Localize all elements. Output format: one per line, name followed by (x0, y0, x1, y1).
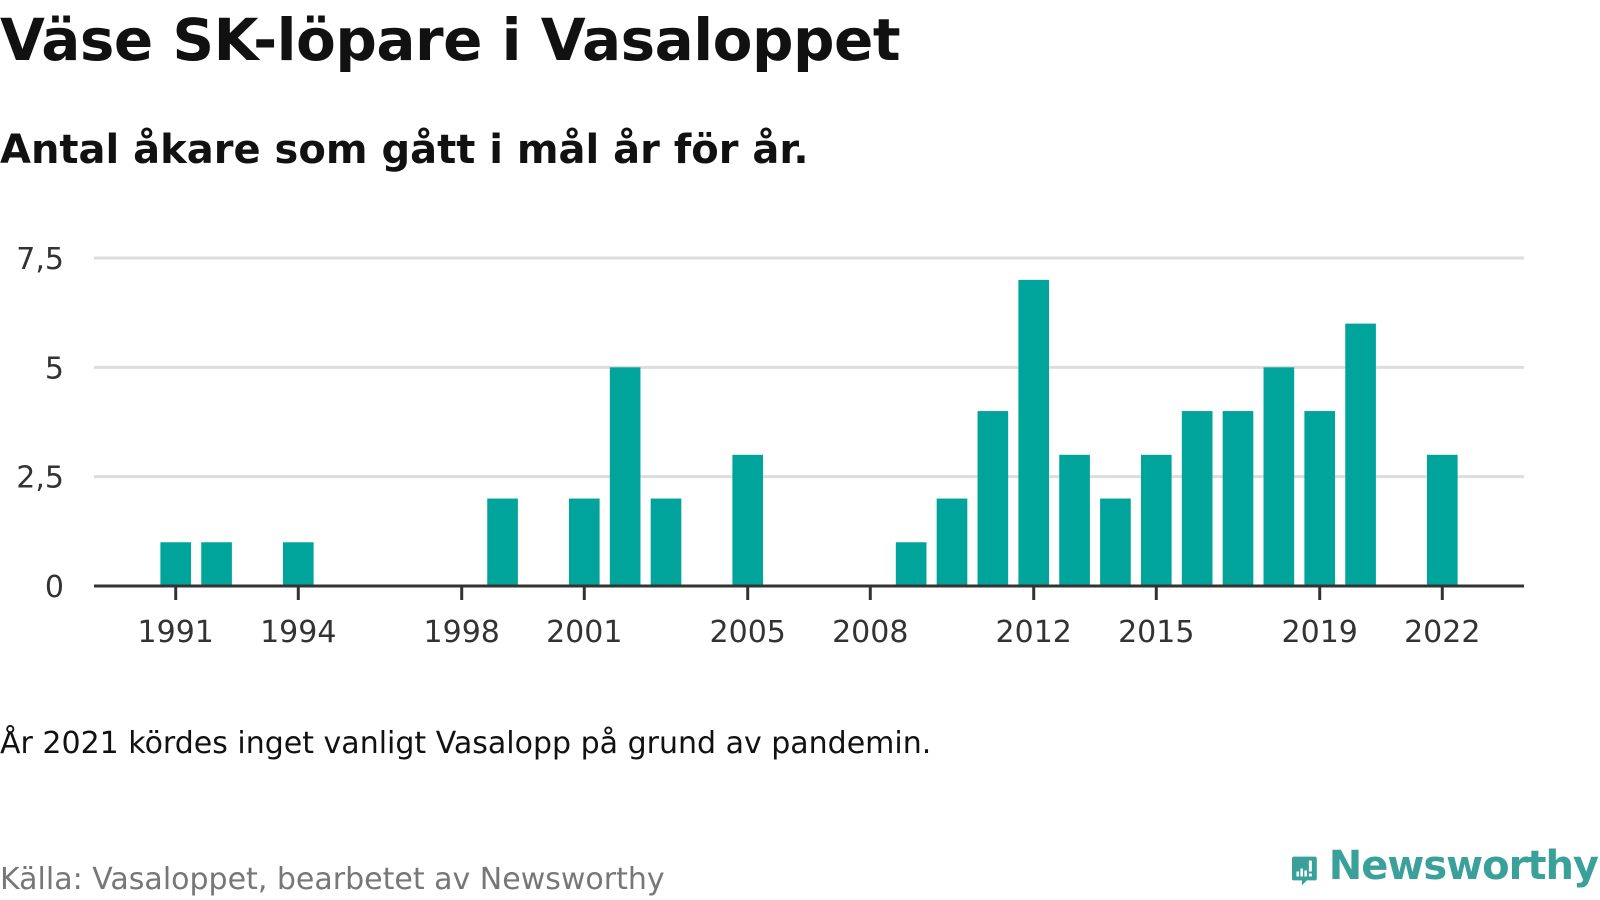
bar-chart: 0 2,5 5 7,5 1991 1994 1998 2001 2005 2008 2012 201… (16, 242, 1524, 650)
footnote: År 2021 kördes inget vanligt Vasalopp på… (0, 726, 932, 761)
newsworthy-logo-icon (1292, 856, 1317, 886)
bar (568, 498, 600, 586)
bar (1222, 411, 1254, 586)
bar (1018, 279, 1050, 586)
bar (1426, 454, 1458, 586)
bar (936, 498, 968, 586)
x-tick-label: 2001 (546, 615, 622, 650)
y-tick-labels: 0 2,5 5 7,5 (16, 242, 64, 605)
brand-name: Newsworthy (1328, 843, 1599, 889)
bar (160, 542, 192, 586)
bar (487, 498, 518, 586)
source-credit: Källa: Vasaloppet, bearbetet av Newswort… (0, 862, 665, 897)
bar (1059, 454, 1090, 586)
bar (1263, 367, 1295, 586)
y-tick-label: 0 (45, 570, 64, 605)
chart-title: Väse SK-löpare i Vasaloppet (0, 6, 901, 74)
bar (201, 542, 232, 586)
bar (282, 542, 314, 586)
x-tick-label: 1998 (424, 615, 500, 650)
bar (895, 542, 927, 586)
brand-logo: Newsworthy (1292, 842, 1599, 900)
x-tick-label: 2022 (1404, 615, 1480, 650)
y-tick-label: 2,5 (16, 461, 64, 496)
bar (1304, 411, 1336, 586)
axes (94, 584, 1524, 600)
bar (650, 498, 682, 586)
x-tick-label: 1991 (138, 615, 214, 650)
x-tick-label: 2005 (710, 615, 786, 650)
x-tick-label: 1994 (260, 615, 336, 650)
bars (160, 279, 1458, 586)
bar (609, 367, 641, 586)
bar (1100, 498, 1131, 586)
x-tick-label: 2015 (1118, 615, 1194, 650)
bar (1140, 454, 1172, 586)
bar (977, 411, 1009, 586)
bar (1345, 323, 1376, 586)
x-tick-label: 2019 (1282, 615, 1358, 650)
x-tick-label: 2012 (996, 615, 1072, 650)
bar (1181, 411, 1213, 586)
chart-subtitle: Antal åkare som gått i mål år för år. (0, 127, 809, 173)
x-tick-labels: 1991 1994 1998 2001 2005 2008 2012 2015 2019 2022 (138, 615, 1481, 650)
bar (732, 454, 764, 586)
x-tick-label: 2008 (832, 615, 908, 650)
y-tick-label: 7,5 (16, 242, 64, 277)
y-tick-label: 5 (45, 351, 64, 386)
